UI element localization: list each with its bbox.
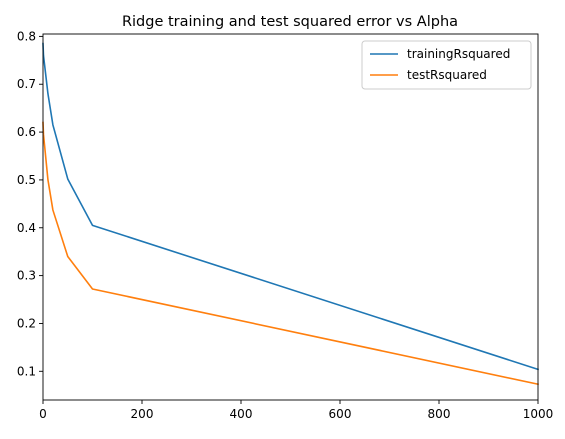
y-tick-label: 0.7 [17, 77, 36, 91]
y-tick-label: 0.2 [17, 316, 36, 330]
x-tick-label: 200 [131, 407, 154, 421]
x-tick-label: 400 [230, 407, 253, 421]
legend-box [361, 40, 532, 90]
y-axis-ticks: 0.1 0.2 0.3 0.4 0.5 0.6 0.7 0.8 [17, 29, 43, 378]
chart-title: Ridge training and test squared error vs… [122, 14, 458, 30]
series-line-trainingRsquared [42, 42, 540, 371]
x-tick-label: 1000 [523, 407, 554, 421]
legend: trainingRsquared testRsquared [361, 40, 532, 90]
y-tick-label: 0.1 [17, 364, 36, 378]
x-axis-ticks: 0 200 400 600 800 1000 [39, 400, 553, 421]
x-tick-label: 0 [39, 407, 47, 421]
series-line-testRsquared [42, 121, 539, 386]
y-tick-label: 0.6 [17, 125, 36, 139]
series-layer [42, 42, 540, 386]
y-tick-label: 0.8 [17, 29, 36, 43]
y-tick-label: 0.5 [17, 173, 36, 187]
x-tick-label: 800 [428, 407, 451, 421]
y-tick-label: 0.3 [17, 269, 36, 283]
legend-label-trainingRsquared: trainingRsquared [407, 47, 510, 61]
legend-label-testRsquared: testRsquared [407, 68, 487, 82]
x-tick-label: 600 [329, 407, 352, 421]
y-tick-label: 0.4 [17, 221, 36, 235]
plot-frame [42, 33, 539, 401]
